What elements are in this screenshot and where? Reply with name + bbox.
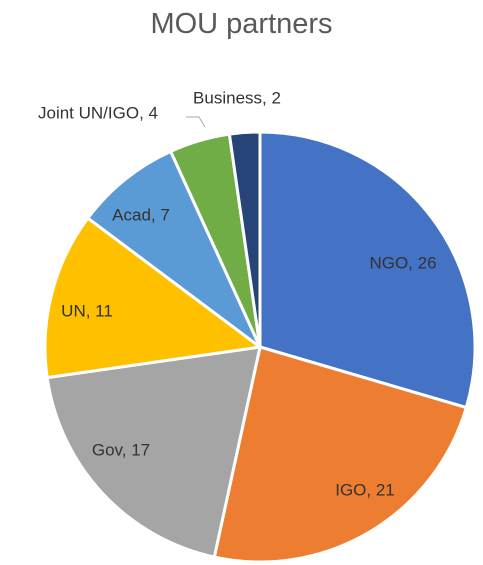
data-label-un: UN, 11 — [61, 301, 113, 320]
pie-slice-gov — [45, 345, 262, 559]
pie-slice-igo — [212, 345, 469, 564]
data-label-ngo: NGO, 26 — [369, 253, 436, 272]
pie-slice-ngo — [258, 130, 477, 410]
data-label-business: Business, 2 — [193, 88, 281, 107]
data-label-igo: IGO, 21 — [335, 480, 395, 499]
pie-slice-acad — [85, 149, 262, 349]
leader-lines — [186, 116, 206, 128]
data-label-joint-un-igo: Joint UN/IGO, 4 — [38, 103, 158, 122]
pie-slice-un — [43, 216, 264, 380]
data-label-acad: Acad, 7 — [112, 205, 170, 224]
chart-title: MOU partners — [150, 8, 333, 40]
leader-line-joint-un-igo — [186, 116, 206, 128]
pie-slice-business — [227, 130, 262, 348]
data-labels: NGO, 26 IGO, 21 Gov, 17 UN, 11 Acad, 7 Joint … — [38, 88, 437, 499]
pie-slices — [43, 130, 477, 564]
data-label-gov: Gov, 17 — [92, 440, 150, 459]
